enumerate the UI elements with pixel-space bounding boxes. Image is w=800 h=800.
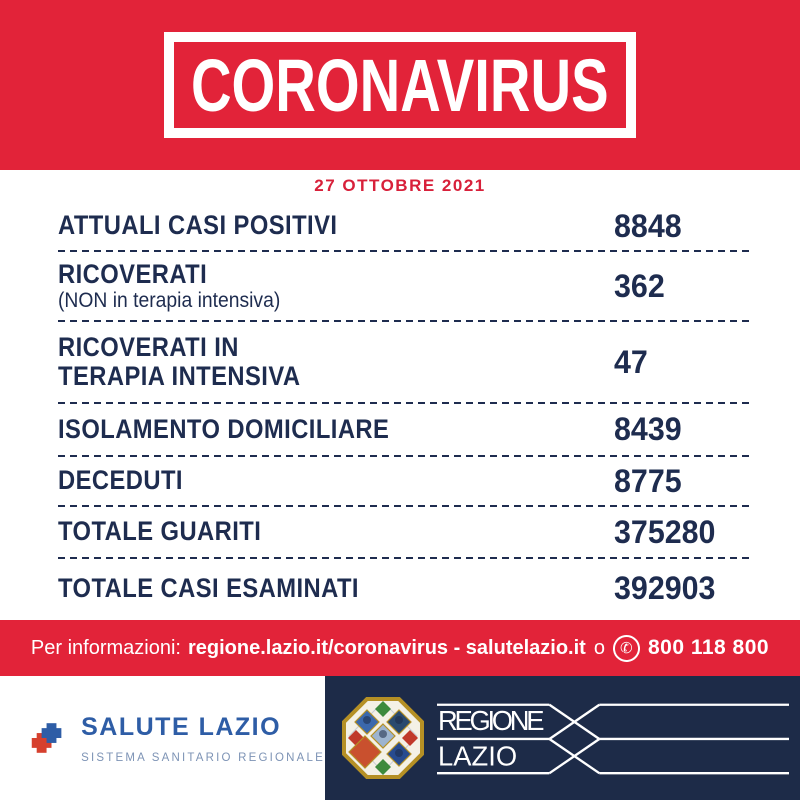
stat-label: DECEDUTI: [58, 465, 183, 496]
stat-label: TERAPIA INTENSIVA: [58, 361, 301, 391]
stat-value: 47: [614, 343, 648, 380]
regione-lazio-logo: REGIONE LAZIO: [325, 676, 800, 800]
dashed-divider: [58, 505, 750, 507]
table-row: DECEDUTI 8775: [58, 457, 800, 505]
dashed-divider: [58, 320, 750, 322]
stat-value: 8775: [614, 462, 682, 499]
dashed-divider: [58, 402, 750, 404]
salute-lazio-cross-icon: [31, 723, 62, 753]
info-links[interactable]: regione.lazio.it/coronavirus - salutelaz…: [187, 636, 586, 659]
lazio-text: LAZIO: [438, 740, 518, 771]
stat-label: TOTALE GUARITI: [58, 516, 262, 547]
table-row: RICOVERATI (NON in terapia intensiva) 36…: [58, 252, 800, 320]
stat-value: 375280: [614, 513, 716, 550]
table-row: RICOVERATI IN TERAPIA INTENSIVA 47: [58, 322, 800, 402]
salute-lazio-title: SALUTE LAZIO: [81, 712, 282, 741]
info-prefix: Per informazioni:: [30, 636, 181, 659]
stats-table: ATTUALI CASI POSITIVI 8848 RICOVERATI (N…: [0, 202, 800, 620]
phone-icon: ✆: [611, 632, 642, 664]
dashed-divider: [58, 557, 750, 559]
stat-value: 362: [614, 267, 665, 304]
banner: CORONAVIRUS: [0, 0, 800, 170]
banner-frame: CORONAVIRUS: [164, 32, 636, 138]
stat-label: ISOLAMENTO DOMICILIARE: [58, 413, 390, 444]
stat-value: 8848: [614, 207, 682, 244]
phone-number: 800 118 800: [647, 636, 770, 659]
regione-lazio-emblem-icon: [342, 697, 424, 779]
stat-label: ATTUALI CASI POSITIVI: [58, 210, 338, 241]
report-date: 27 OTTOBRE 2021: [314, 176, 486, 195]
table-row: ISOLAMENTO DOMICILIARE 8439: [58, 404, 800, 455]
table-row: TOTALE CASI ESAMINATI 392903: [58, 559, 800, 618]
date-row: 27 OTTOBRE 2021: [0, 170, 800, 202]
stat-label: RICOVERATI IN: [58, 331, 239, 362]
page-title: CORONAVIRUS: [191, 43, 609, 127]
stat-value: 392903: [614, 570, 716, 606]
info-conjunction: o: [593, 636, 605, 659]
salute-lazio-subtitle: SISTEMA SANITARIO REGIONALE: [81, 751, 325, 764]
table-row: TOTALE GUARITI 375280: [58, 507, 800, 557]
logo-footer: SALUTE LAZIO SISTEMA SANITARIO REGIONALE: [0, 676, 800, 800]
info-bar: Per informazioni: regione.lazio.it/coron…: [0, 620, 800, 676]
dashed-divider: [58, 455, 750, 457]
regione-lazio-wordmark: REGIONE LAZIO: [437, 703, 789, 775]
dashed-divider: [58, 250, 750, 252]
table-row: ATTUALI CASI POSITIVI 8848: [58, 202, 800, 250]
stat-label: RICOVERATI: [58, 258, 208, 289]
salute-lazio-logo: SALUTE LAZIO SISTEMA SANITARIO REGIONALE: [0, 676, 325, 800]
regione-text: REGIONE: [438, 705, 546, 736]
stat-sublabel: (NON in terapia intensiva): [58, 289, 281, 313]
stat-label: TOTALE CASI ESAMINATI: [58, 572, 359, 603]
stat-value: 8439: [614, 411, 682, 447]
